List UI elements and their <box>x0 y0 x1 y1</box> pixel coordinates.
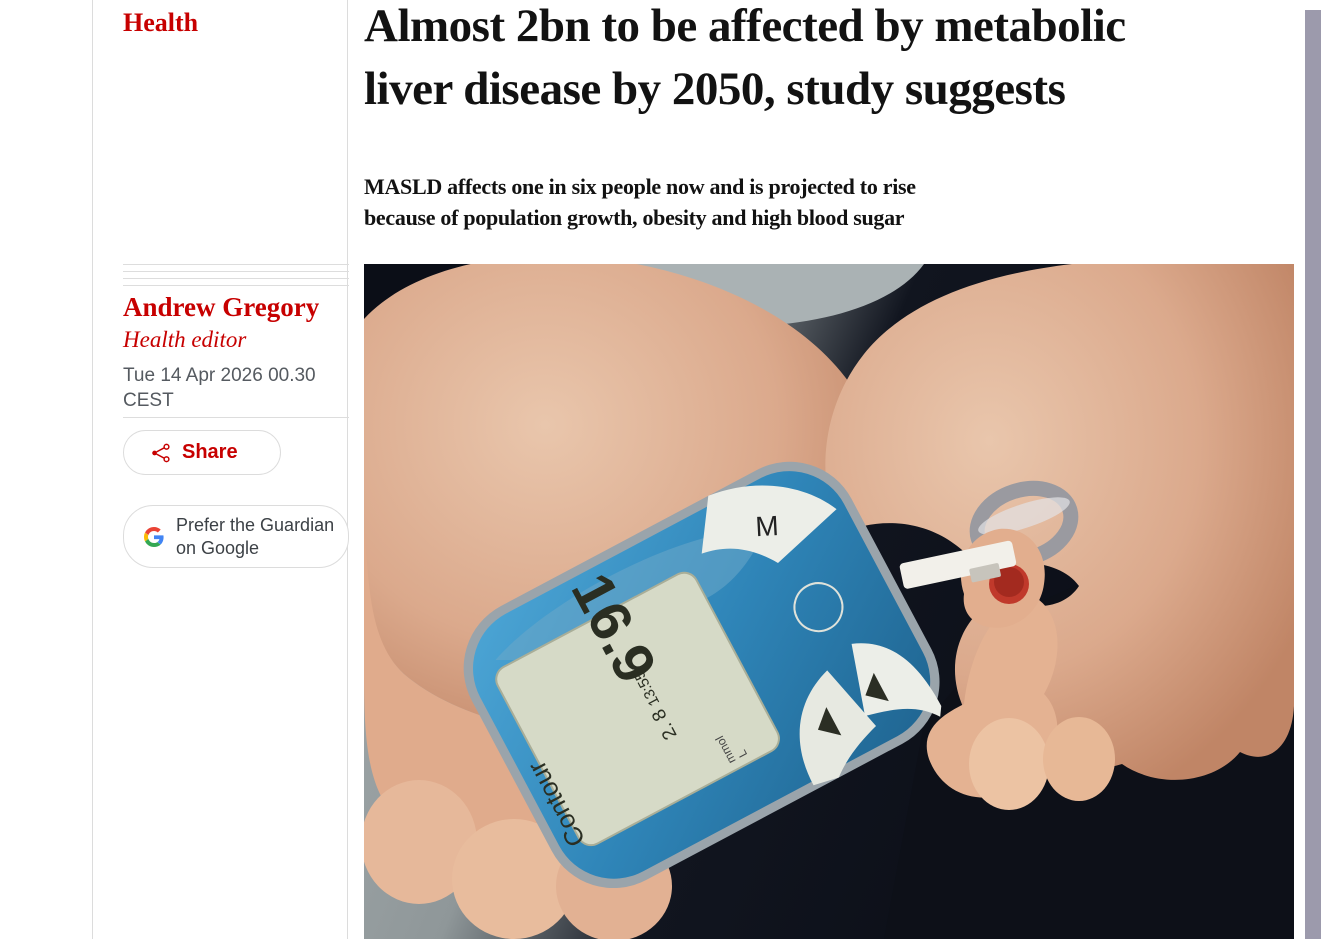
svg-text:M: M <box>755 510 780 542</box>
